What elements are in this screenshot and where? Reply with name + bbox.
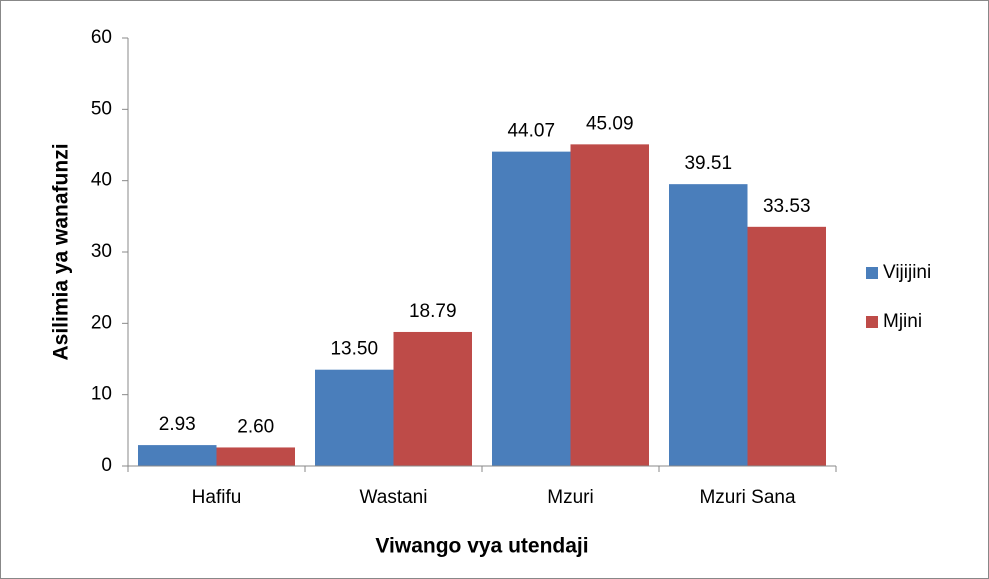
y-tick-label: 20 — [91, 312, 112, 333]
data-label: 39.51 — [684, 153, 732, 174]
x-tick-label: Wastani — [360, 487, 428, 508]
data-label: 13.50 — [330, 339, 378, 360]
x-tick-label: Mzuri Sana — [699, 487, 796, 508]
bar — [492, 151, 571, 466]
y-tick-label: 60 — [91, 27, 112, 48]
legend-label: Vijijini — [883, 262, 931, 283]
y-tick-label: 30 — [91, 241, 112, 262]
data-label: 44.07 — [507, 121, 555, 142]
legend-label: Mjini — [883, 311, 922, 332]
y-tick-label: 10 — [91, 384, 112, 405]
data-label: 18.79 — [409, 301, 457, 322]
y-tick-label: 50 — [91, 98, 112, 119]
bar — [315, 369, 394, 466]
x-axis-label: Viwango vya utendaji — [375, 535, 588, 558]
x-tick-label: Mzuri — [547, 487, 593, 508]
bar — [216, 447, 295, 466]
legend-swatch — [866, 267, 878, 279]
bar — [138, 445, 217, 466]
y-tick-label: 0 — [101, 455, 112, 476]
y-axis-label: Asilimia ya wanafunzi — [50, 143, 73, 360]
bar — [669, 184, 748, 467]
bar — [393, 331, 472, 466]
data-label: 45.09 — [586, 113, 634, 134]
data-label: 2.60 — [237, 416, 274, 437]
data-label: 2.93 — [159, 414, 196, 435]
y-tick-label: 40 — [91, 170, 112, 191]
data-label: 33.53 — [763, 196, 811, 217]
bar — [570, 144, 649, 466]
x-tick-label: Hafifu — [192, 487, 242, 508]
legend-swatch — [866, 316, 878, 328]
bar — [747, 226, 826, 466]
